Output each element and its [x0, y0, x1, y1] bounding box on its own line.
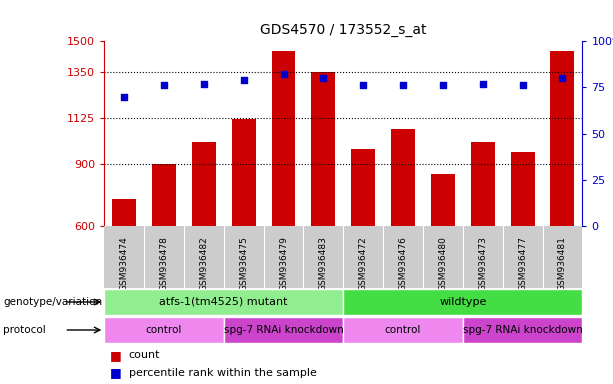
Bar [471, 142, 495, 226]
Bar [343, 290, 582, 314]
Point [558, 75, 568, 81]
Bar [104, 318, 224, 343]
Text: protocol: protocol [3, 325, 46, 335]
Text: percentile rank within the sample: percentile rank within the sample [129, 368, 316, 378]
Point [478, 81, 488, 87]
Bar [152, 164, 176, 226]
Title: GDS4570 / 173552_s_at: GDS4570 / 173552_s_at [260, 23, 427, 37]
Bar [511, 152, 535, 226]
Point [398, 82, 408, 88]
Text: count: count [129, 350, 160, 360]
Text: ■: ■ [110, 366, 122, 379]
Point [517, 82, 527, 88]
Point [438, 82, 447, 88]
Bar [232, 119, 256, 226]
Point [319, 75, 329, 81]
Bar [112, 199, 136, 226]
Point [358, 82, 368, 88]
Bar [192, 142, 216, 226]
Text: ■: ■ [110, 349, 122, 362]
Bar [311, 72, 335, 226]
Text: spg-7 RNAi knockdown: spg-7 RNAi knockdown [463, 325, 582, 335]
Text: control: control [146, 325, 182, 335]
Point [159, 82, 169, 88]
Point [199, 81, 208, 87]
Text: control: control [385, 325, 421, 335]
Bar [431, 174, 455, 226]
Text: atfs-1(tm4525) mutant: atfs-1(tm4525) mutant [159, 297, 288, 307]
Point [278, 71, 289, 77]
Text: genotype/variation: genotype/variation [3, 297, 102, 307]
Bar [391, 129, 415, 226]
Bar [272, 51, 295, 226]
Bar [224, 318, 343, 343]
Bar [104, 290, 343, 314]
Bar [550, 51, 574, 226]
Point [239, 77, 249, 83]
Point [119, 93, 129, 99]
Bar [351, 149, 375, 226]
Text: wildtype: wildtype [439, 297, 487, 307]
Bar [343, 318, 463, 343]
Bar [463, 318, 582, 343]
Text: spg-7 RNAi knockdown: spg-7 RNAi knockdown [224, 325, 343, 335]
